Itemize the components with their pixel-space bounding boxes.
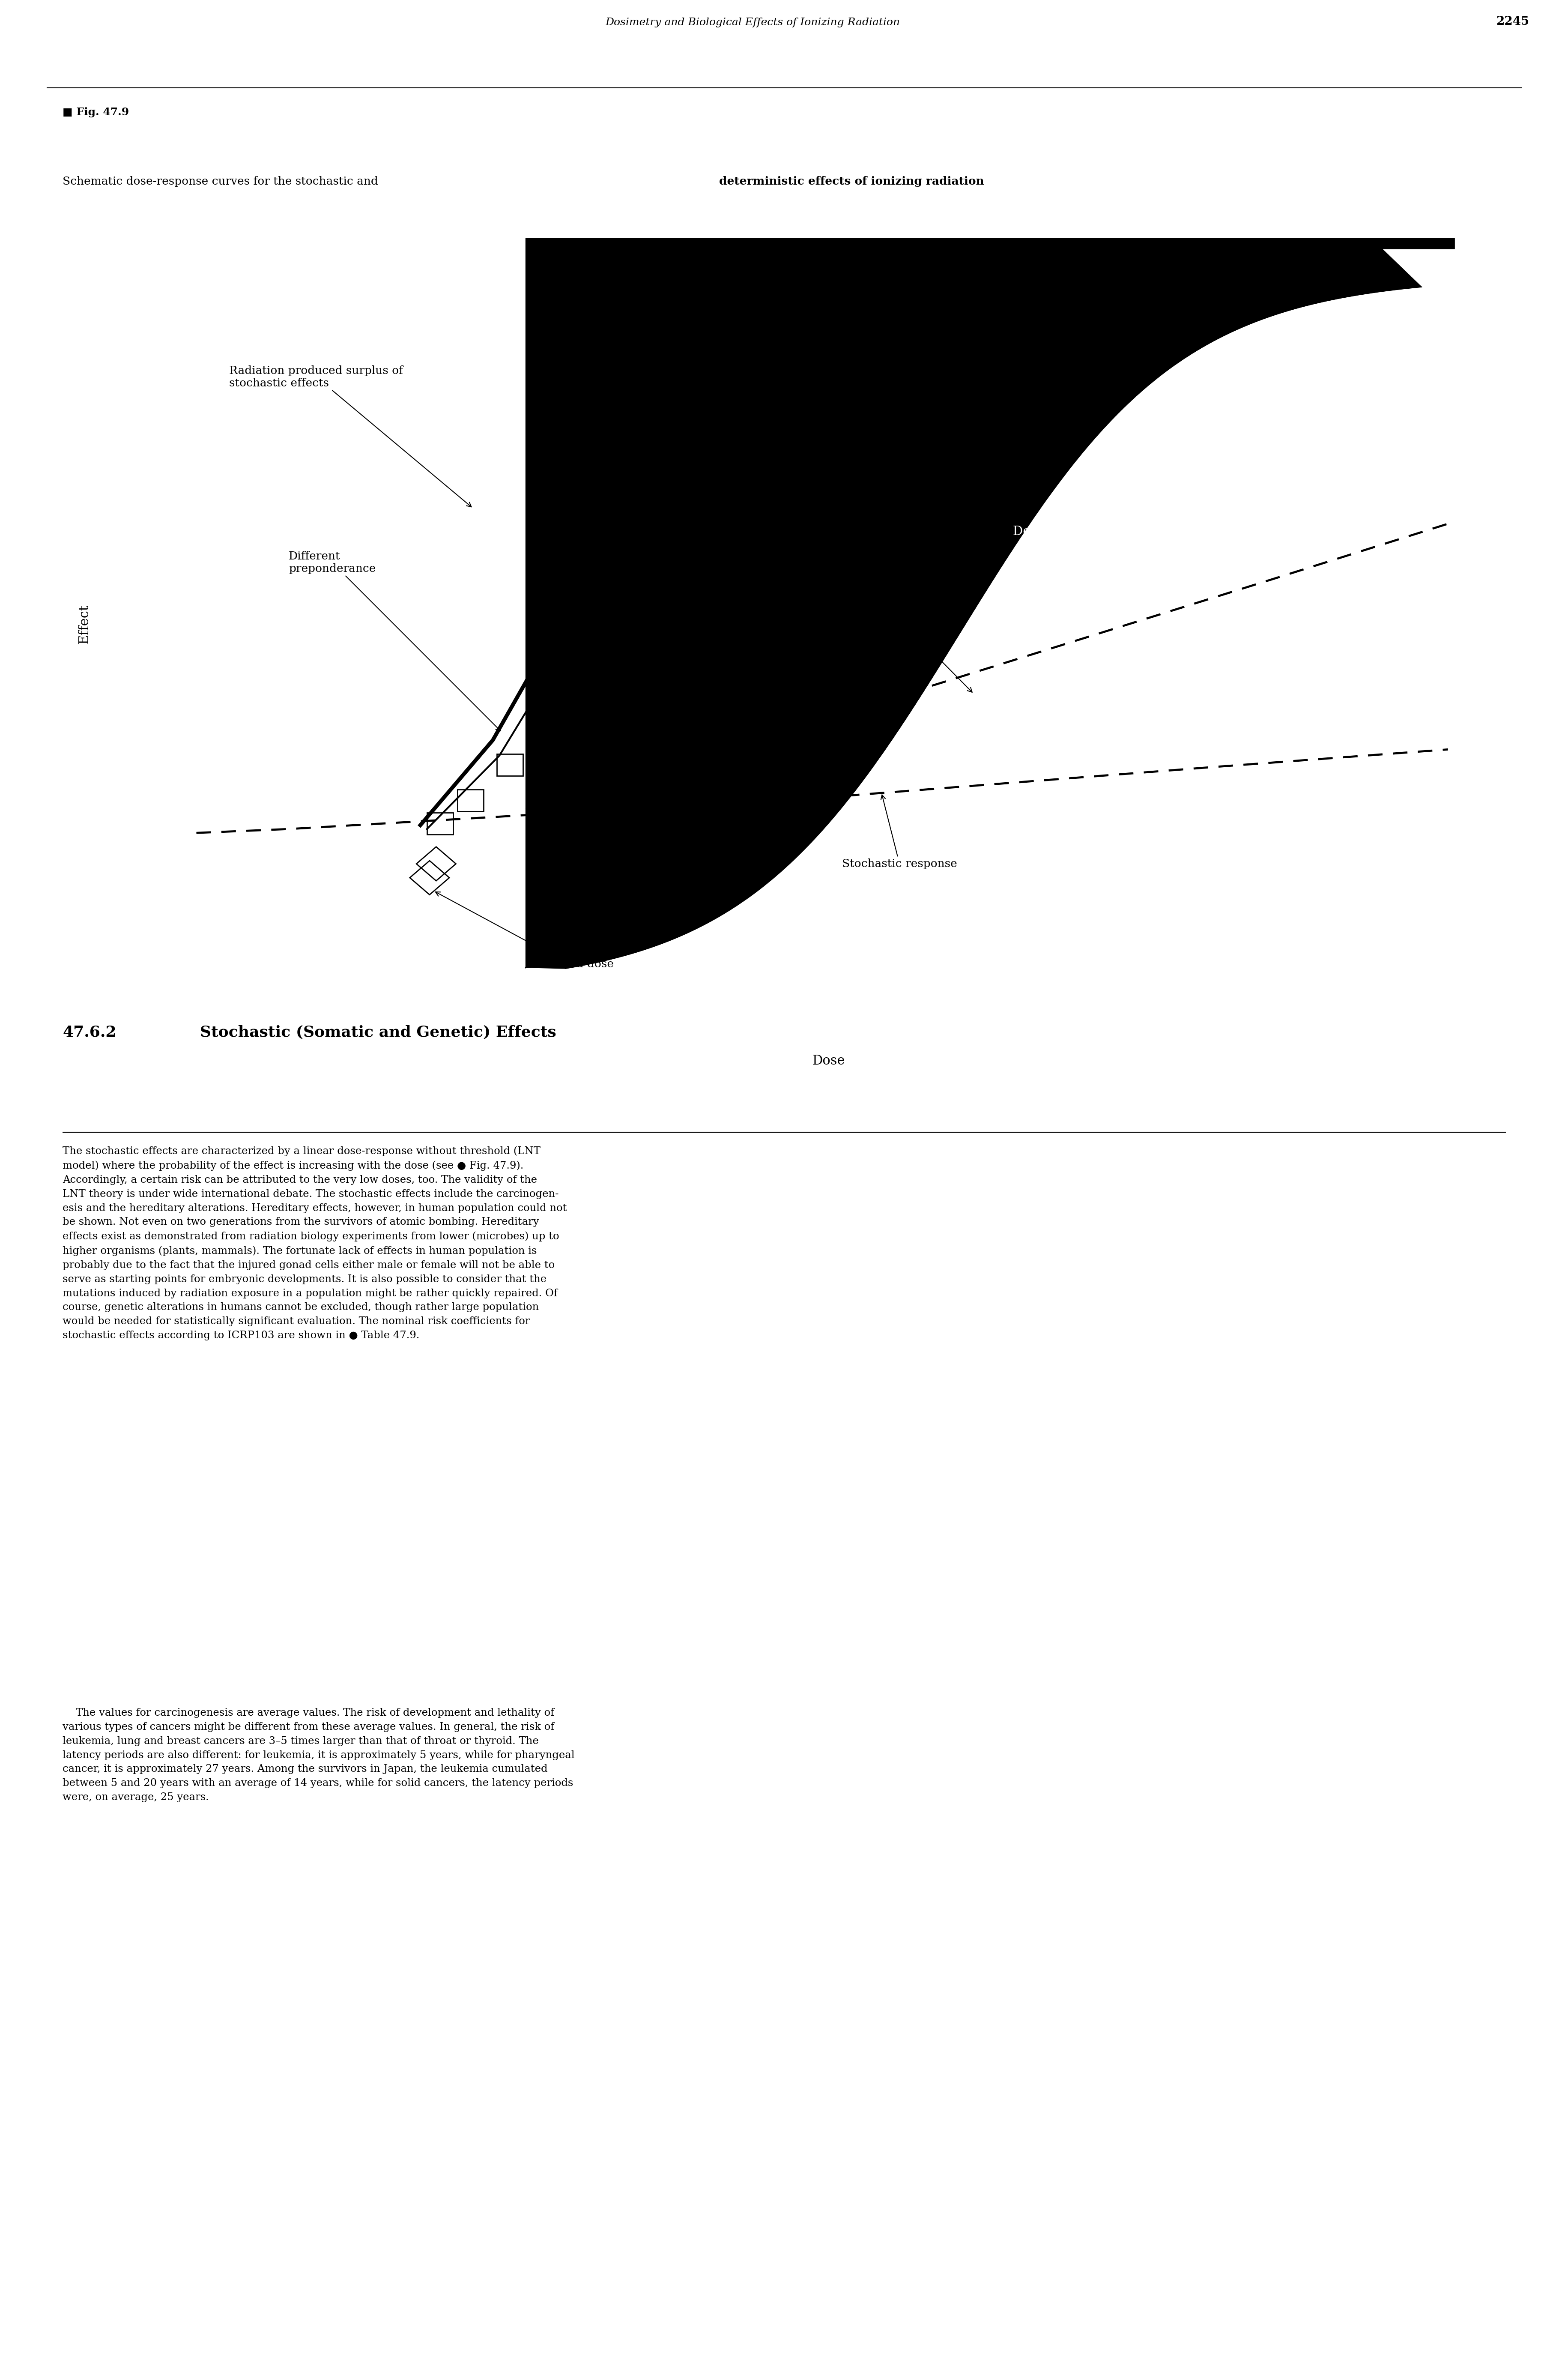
Text: ■ Fig. 47.9: ■ Fig. 47.9 — [63, 107, 129, 117]
Text: Radiation produced surplus of
stochastic effects: Radiation produced surplus of stochastic… — [229, 366, 472, 507]
Bar — [458, 789, 483, 811]
Polygon shape — [525, 231, 1454, 968]
Text: Dose: Dose — [812, 1053, 845, 1068]
Bar — [426, 813, 453, 835]
Text: Schematic dose-response curves for the stochastic and: Schematic dose-response curves for the s… — [63, 176, 381, 188]
Text: 2245: 2245 — [1496, 17, 1529, 26]
Text: deterministic effects of ionizing radiation: deterministic effects of ionizing radiat… — [720, 176, 985, 188]
Text: Stochastic response: Stochastic response — [842, 794, 956, 870]
Text: Threshold dose: Threshold dose — [436, 892, 613, 970]
Polygon shape — [525, 250, 1421, 968]
Text: Effect: Effect — [78, 604, 91, 644]
Bar — [541, 668, 568, 690]
Text: Deterministic response: Deterministic response — [815, 594, 972, 692]
Bar — [497, 754, 524, 775]
Text: The values for carcinogenesis are average values. The risk of development and le: The values for carcinogenesis are averag… — [63, 1707, 574, 1803]
Text: Stochastic (Somatic and Genetic) Effects: Stochastic (Somatic and Genetic) Effects — [199, 1025, 557, 1039]
Text: The stochastic effects are characterized by a linear dose-response without thres: The stochastic effects are characterized… — [63, 1146, 568, 1341]
Text: 47.6.2: 47.6.2 — [63, 1025, 116, 1039]
Text: Dosimetry and Biological Effects of Ionizing Radiation: Dosimetry and Biological Effects of Ioni… — [605, 17, 900, 26]
Text: Deterministic effects: Deterministic effects — [1013, 526, 1145, 537]
Text: Different
preponderance: Different preponderance — [289, 552, 500, 730]
